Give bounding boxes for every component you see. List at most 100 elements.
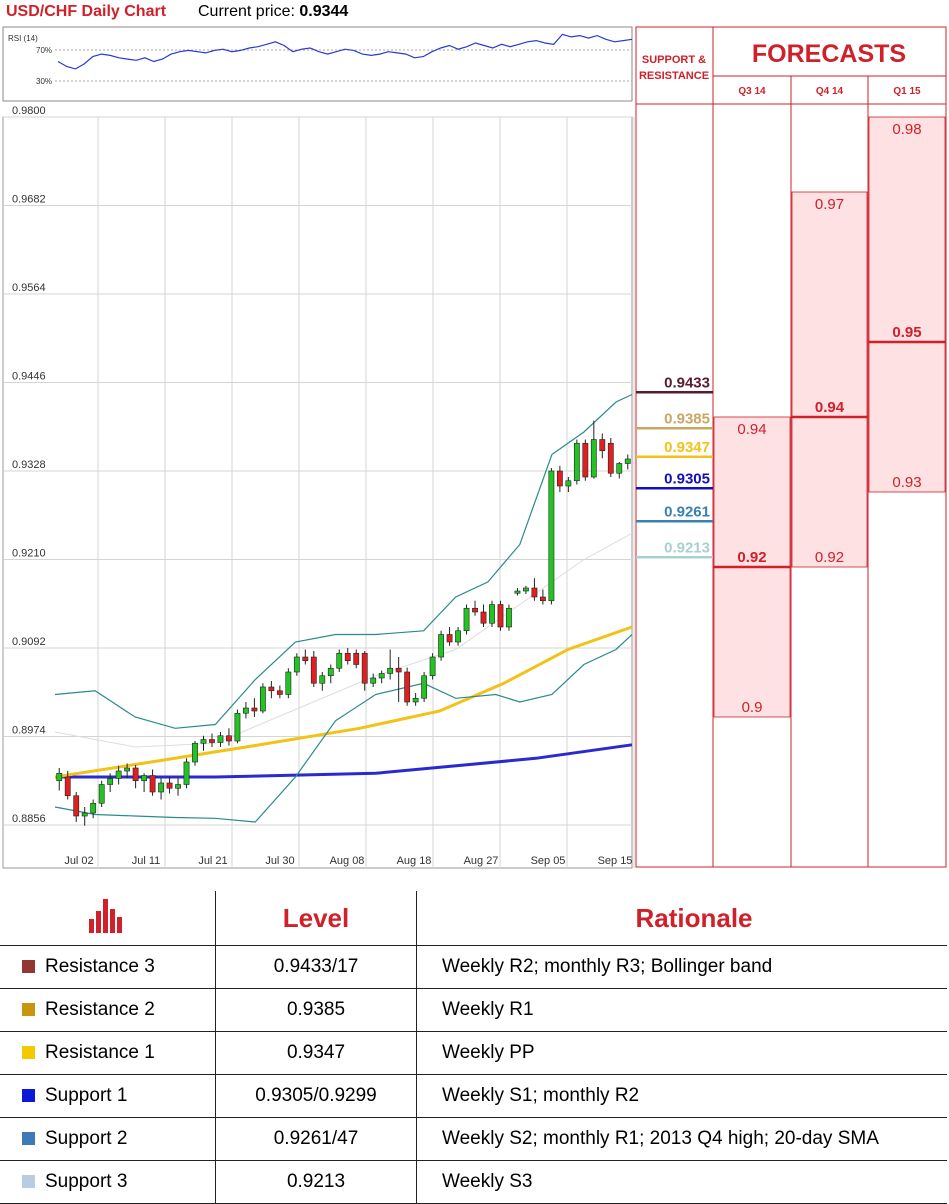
candle bbox=[141, 773, 147, 792]
candle bbox=[149, 769, 156, 796]
candle-body bbox=[107, 778, 114, 785]
candle bbox=[310, 651, 317, 687]
current-price-value: 0.9344 bbox=[299, 3, 349, 20]
row-rationale: Weekly S1; monthly R2 bbox=[416, 1074, 947, 1118]
x-tick-label: Jul 02 bbox=[64, 855, 93, 867]
candle bbox=[378, 670, 385, 684]
candle bbox=[327, 664, 334, 684]
row-name-cell: Support 1 bbox=[0, 1074, 216, 1118]
candle-body bbox=[387, 667, 394, 674]
candle bbox=[268, 681, 275, 699]
title-bar: USD/CHF Daily Chart Current price: 0.934… bbox=[0, 0, 636, 26]
candle-body bbox=[540, 596, 546, 602]
sr-level: 0.9213 bbox=[636, 539, 713, 559]
candle-body bbox=[370, 677, 377, 684]
sr-level-label: 0.9347 bbox=[664, 439, 710, 456]
candle-body bbox=[353, 652, 360, 665]
candle bbox=[624, 454, 631, 470]
candle bbox=[158, 778, 164, 800]
candle bbox=[336, 649, 343, 672]
candle bbox=[115, 765, 122, 785]
candle bbox=[217, 732, 224, 747]
row-name: Resistance 3 bbox=[45, 956, 155, 977]
forecast-period-label: Q3 14 bbox=[738, 86, 766, 97]
x-tick-label: Aug 18 bbox=[397, 855, 432, 867]
candle bbox=[370, 673, 377, 687]
candle bbox=[472, 600, 478, 616]
row-color-swatch bbox=[22, 960, 35, 973]
candle bbox=[497, 600, 504, 631]
candle bbox=[616, 462, 623, 479]
rsi-label: RSI (14) bbox=[8, 34, 38, 43]
forecast-low-label: 0.93 bbox=[892, 474, 921, 491]
candle-body bbox=[624, 458, 631, 464]
sr-level-label: 0.9213 bbox=[664, 539, 710, 556]
sr-level-label: 0.9305 bbox=[664, 470, 710, 487]
candle-body bbox=[81, 812, 88, 817]
candle-body bbox=[599, 439, 606, 452]
candle bbox=[107, 773, 114, 792]
table-header-level: Level bbox=[215, 891, 417, 946]
x-tick-label: Aug 27 bbox=[464, 855, 499, 867]
rsi-line bbox=[57, 33, 633, 70]
forecast-high-label: 0.97 bbox=[815, 196, 844, 213]
y-tick-label: 0.9092 bbox=[12, 636, 46, 648]
row-rationale: Weekly R2; monthly R3; Bollinger band bbox=[416, 945, 947, 989]
candle bbox=[463, 604, 470, 635]
candle bbox=[582, 439, 589, 481]
y-tick-label: 0.9446 bbox=[12, 371, 46, 383]
row-name-cell: Resistance 3 bbox=[0, 945, 216, 989]
forecast-period-label: Q1 15 bbox=[893, 86, 921, 97]
forecast-low-label: 0.9 bbox=[742, 699, 763, 716]
table-header-icon-cell bbox=[0, 891, 216, 946]
candle-body bbox=[438, 634, 444, 658]
candle-body bbox=[446, 634, 453, 643]
candle-body bbox=[268, 686, 275, 692]
candle bbox=[98, 780, 105, 807]
row-color-swatch bbox=[22, 1089, 35, 1102]
candle-body bbox=[285, 671, 292, 695]
row-color-swatch bbox=[22, 1132, 35, 1145]
candle bbox=[251, 698, 258, 717]
candle bbox=[548, 468, 555, 605]
candle-body bbox=[582, 442, 589, 478]
candle-body bbox=[302, 656, 309, 662]
candle-body bbox=[455, 630, 461, 643]
candlesticks bbox=[56, 420, 631, 826]
y-tick-label: 0.9682 bbox=[12, 194, 46, 206]
rsi-level-30-label: 30% bbox=[36, 77, 52, 86]
current-price-label: Current price: bbox=[198, 3, 295, 20]
candle bbox=[234, 709, 241, 744]
candle bbox=[480, 604, 487, 627]
candle bbox=[293, 653, 300, 676]
candle-body bbox=[56, 772, 63, 782]
row-name: Resistance 1 bbox=[45, 1042, 155, 1063]
candle-body bbox=[226, 735, 232, 742]
forecast-median-label: 0.92 bbox=[737, 549, 766, 566]
candle bbox=[523, 585, 529, 594]
candle bbox=[599, 433, 606, 459]
table-row: Resistance 3 0.9433/17 Weekly R2; monthly … bbox=[0, 945, 947, 989]
y-tick-label: 0.9328 bbox=[12, 459, 46, 471]
candle bbox=[421, 672, 428, 702]
table-header-rationale: Rationale bbox=[416, 891, 947, 946]
support-resistance-levels: 0.9433 0.9385 0.9347 0.9305 0.9261 0.9213 bbox=[636, 374, 713, 559]
candle bbox=[183, 758, 190, 789]
candle bbox=[353, 649, 360, 669]
sr-level: 0.9305 bbox=[636, 470, 713, 490]
row-name-cell: Support 3 bbox=[0, 1160, 216, 1204]
candle bbox=[132, 765, 139, 789]
candle-body bbox=[141, 775, 147, 782]
candle bbox=[124, 763, 131, 779]
sr-level-label: 0.9261 bbox=[664, 503, 710, 520]
row-rationale: Weekly R1 bbox=[416, 988, 947, 1032]
indicator-lines bbox=[54, 393, 633, 823]
row-name: Support 2 bbox=[45, 1128, 128, 1149]
candle-body bbox=[514, 590, 521, 594]
forecast-range-box bbox=[868, 116, 946, 493]
candle bbox=[573, 439, 580, 485]
rsi-panel-frame bbox=[2, 26, 633, 102]
levels-table-body: Resistance 3 0.9433/17 Weekly R2; monthly … bbox=[0, 945, 947, 1204]
candle bbox=[166, 777, 173, 794]
candle bbox=[387, 649, 394, 680]
